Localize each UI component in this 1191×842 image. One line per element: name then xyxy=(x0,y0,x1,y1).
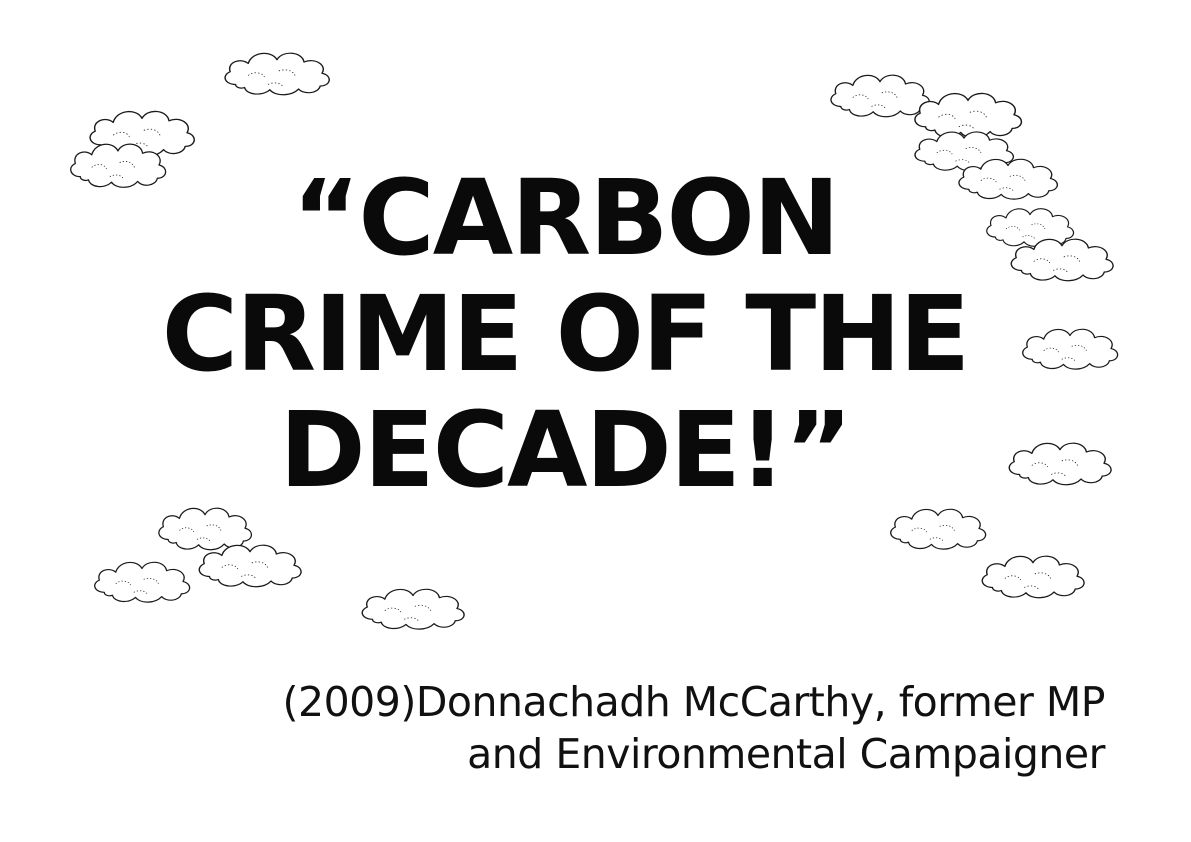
cloud-icon xyxy=(1022,328,1119,370)
cloud-icon xyxy=(830,74,931,118)
quote-attribution: (2009)Donnachadh McCarthy, former MP and… xyxy=(283,676,1106,780)
quote-line-1: “CARBON xyxy=(292,157,840,279)
cloud-icon xyxy=(986,208,1075,247)
quote-line-3: DECADE!” xyxy=(279,389,852,511)
cloud-icon xyxy=(1010,238,1114,282)
cloud-icon xyxy=(361,588,465,630)
cloud-icon xyxy=(94,561,191,603)
cloud-icon xyxy=(198,544,302,588)
cloud-icon xyxy=(1008,442,1112,486)
headline-quote: “CARBON CRIME OF THE DECADE!” xyxy=(150,160,980,508)
cloud-icon xyxy=(981,555,1085,599)
cloud-icon xyxy=(914,92,1023,139)
attribution-line-1: (2009)Donnachadh McCarthy, former MP xyxy=(282,678,1106,726)
cloud-icon xyxy=(890,508,987,550)
quote-line-2: CRIME OF THE xyxy=(161,273,971,395)
cloud-icon xyxy=(224,52,330,96)
attribution-line-2: and Environmental Campaigner xyxy=(467,730,1105,778)
cloud-icon xyxy=(158,507,253,551)
